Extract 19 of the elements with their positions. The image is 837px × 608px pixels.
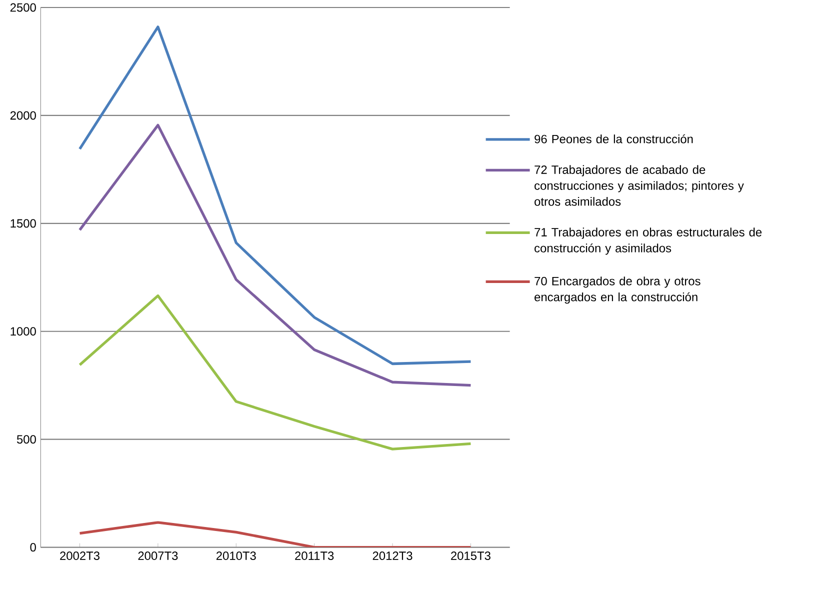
x-tick-label: 2012T3	[372, 552, 412, 560]
line-series	[78, 294, 472, 451]
y-tick-label: 1000	[10, 327, 36, 336]
legend-label: 72 Trabajadores de acabado de construcciones y asimilados; pintores y otros asimilados	[534, 165, 744, 206]
line-series	[78, 124, 472, 387]
x-tick-label: 2010T3	[216, 552, 256, 560]
y-tick-label: 500	[16, 435, 36, 444]
legend-label: 70 Encargados de obra y otros encargados en la construcción	[534, 276, 700, 304]
x-tick-label: 2007T3	[138, 552, 178, 560]
legend-label: 96 Peones de la construcción	[534, 134, 693, 144]
x-tick-label: 2015T3	[451, 552, 490, 560]
legend-label: 71 Trabajadores en obras estructurales de construcción y asimilados	[534, 228, 762, 255]
x-tick-label: 2011T3	[295, 552, 334, 560]
y-tick-label: 2000	[10, 111, 36, 120]
y-tick-label: 2500	[10, 3, 36, 12]
y-tick-label: 1500	[10, 219, 36, 228]
line-series	[78, 26, 472, 366]
y-tick-label: 0	[30, 543, 36, 552]
x-tick-label: 2002T3	[60, 552, 100, 560]
